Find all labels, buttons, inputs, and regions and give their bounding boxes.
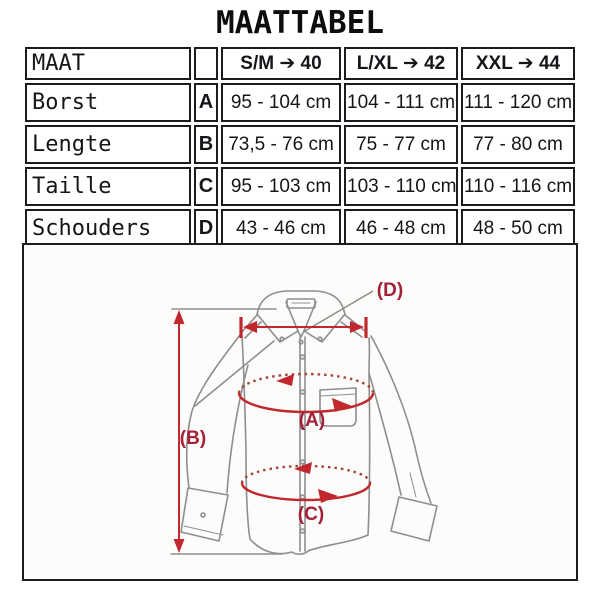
table-row-schouders: Schouders D 43 - 46 cm 46 - 48 cm 48 - 5… (25, 209, 575, 248)
table-header-row: MAAT S/M ➔ 40 L/XL ➔ 42 XXL ➔ 44 (25, 47, 575, 80)
row-value: 110 - 116 cm (461, 167, 575, 206)
waist-ellipse (240, 462, 372, 503)
header-size-lxl: L/XL ➔ 42 (344, 47, 458, 80)
page-title: MAATTABEL (216, 5, 384, 41)
collar (256, 290, 346, 345)
shirt-outline (170, 290, 438, 555)
shirt-measurement-diagram: (A) (B) (C) (D) (22, 243, 578, 581)
row-value: 95 - 103 cm (221, 167, 341, 206)
row-letter: C (194, 167, 218, 206)
length-arrow (173, 310, 185, 553)
row-value: 48 - 50 cm (461, 209, 575, 248)
shirt-diagram-svg: (A) (B) (C) (D) (170, 280, 438, 555)
row-value: 103 - 110 cm (344, 167, 458, 206)
label-length: (B) (180, 428, 206, 449)
row-name: Borst (25, 83, 191, 122)
row-name: Lengte (25, 125, 191, 164)
table-row-borst: Borst A 95 - 104 cm 104 - 111 cm 111 - 1… (25, 83, 575, 122)
label-chest: (A) (299, 410, 325, 431)
table-row-taille: Taille C 95 - 103 cm 103 - 110 cm 110 - … (25, 167, 575, 206)
table-row-lengte: Lengte B 73,5 - 76 cm 75 - 77 cm 77 - 80… (25, 125, 575, 164)
row-letter: A (194, 83, 218, 122)
measurement-marks (173, 310, 375, 553)
left-sleeve (180, 334, 275, 542)
label-waist: (C) (298, 504, 324, 525)
right-sleeve (368, 335, 438, 542)
row-name: Schouders (25, 209, 191, 248)
header-size-xxl: XXL ➔ 44 (461, 47, 575, 80)
label-shoulder: (D) (377, 280, 403, 301)
header-maat: MAAT (25, 47, 191, 80)
d-callout-line (304, 290, 374, 332)
chest-ellipse (237, 372, 375, 414)
header-size-sm: S/M ➔ 40 (221, 47, 341, 80)
pocket (319, 387, 357, 427)
row-value: 104 - 111 cm (344, 83, 458, 122)
row-value: 77 - 80 cm (461, 125, 575, 164)
shoulder-width-arrow (239, 317, 368, 338)
row-value: 75 - 77 cm (344, 125, 458, 164)
row-value: 43 - 46 cm (221, 209, 341, 248)
row-name: Taille (25, 167, 191, 206)
header-letter (194, 47, 218, 80)
size-table: MAAT S/M ➔ 40 L/XL ➔ 42 XXL ➔ 44 Borst A… (22, 44, 578, 251)
row-value: 73,5 - 76 cm (221, 125, 341, 164)
row-value: 111 - 120 cm (461, 83, 575, 122)
row-letter: B (194, 125, 218, 164)
row-value: 95 - 104 cm (221, 83, 341, 122)
